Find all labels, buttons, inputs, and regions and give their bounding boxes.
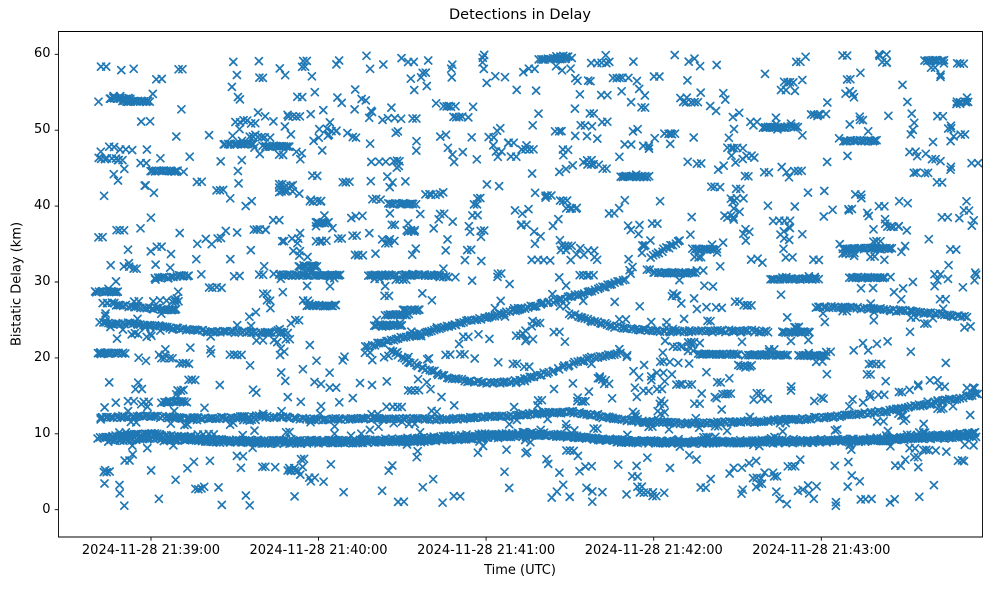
x-tick-label: 2024-11-28 21:41:00 bbox=[417, 543, 556, 558]
y-tick-label: 30 bbox=[33, 273, 51, 289]
y-tick-label: 50 bbox=[33, 122, 51, 138]
y-tick-label: 60 bbox=[33, 46, 51, 62]
x-tick-label: 2024-11-28 21:40:00 bbox=[249, 543, 388, 558]
x-tick-label: 2024-11-28 21:42:00 bbox=[584, 543, 723, 558]
y-tick-label: 20 bbox=[33, 349, 51, 365]
x-tick-label: 2024-11-28 21:39:00 bbox=[81, 543, 220, 558]
axes-spines bbox=[54, 31, 983, 541]
y-tick-label: 40 bbox=[33, 198, 51, 214]
detection-markers bbox=[90, 49, 983, 511]
x-axis-label: Time (UTC) bbox=[484, 563, 556, 578]
y-tick-label: 10 bbox=[33, 425, 51, 441]
y-tick-label: 0 bbox=[42, 501, 51, 517]
x-tick-label: 2024-11-28 21:43:00 bbox=[752, 543, 891, 558]
chart-title: Detections in Delay bbox=[448, 7, 591, 23]
